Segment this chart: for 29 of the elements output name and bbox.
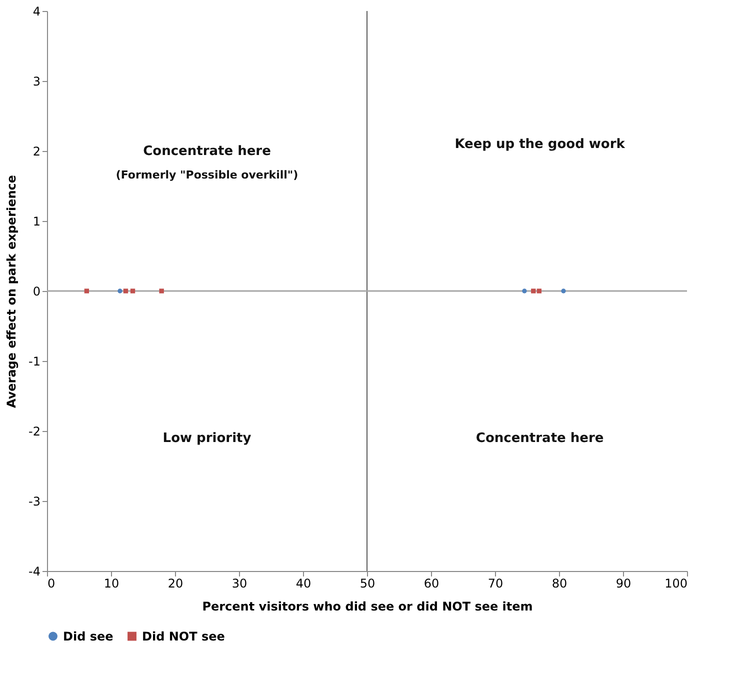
y-tick-label: -4	[28, 564, 40, 578]
x-tick-label: 40	[296, 576, 312, 590]
x-tick-label: 80	[552, 576, 568, 590]
y-tick-label: -2	[28, 424, 40, 438]
y-tick-label: 0	[32, 284, 40, 298]
annotation: (Formerly "Possible overkill")	[116, 168, 298, 182]
annotation: Concentrate here	[143, 144, 272, 159]
legend-label: Did NOT see	[142, 629, 225, 644]
y-tick-label: 3	[32, 74, 40, 88]
x-tick-label: 10	[104, 576, 120, 590]
y-tick-label: -3	[28, 494, 40, 508]
x-tick-label: 30	[232, 576, 248, 590]
y-tick-label: 4	[32, 4, 40, 18]
y-tick-label: 1	[32, 214, 40, 228]
annotation: Low priority	[162, 431, 252, 446]
annotation: Keep up the good work	[454, 137, 626, 152]
x-tick-label: 20	[168, 576, 184, 590]
y-tick-label: 2	[32, 144, 40, 158]
x-axis-title: Percent visitors who did see or did NOT see item	[202, 600, 533, 614]
x-tick-label: 50	[360, 576, 376, 590]
x-tick-label: 60	[424, 576, 440, 590]
x-tick-label: 90	[616, 576, 632, 590]
y-tick-label: -1	[28, 354, 40, 368]
x-tick-label: 100	[664, 576, 688, 590]
x-tick-label: 70	[488, 576, 504, 590]
y-axis-title: Average effect on park experience	[4, 174, 19, 408]
x-tick-label: 0	[48, 576, 56, 590]
annotation: Concentrate here	[476, 431, 604, 446]
legend-label: Did see	[63, 629, 114, 644]
